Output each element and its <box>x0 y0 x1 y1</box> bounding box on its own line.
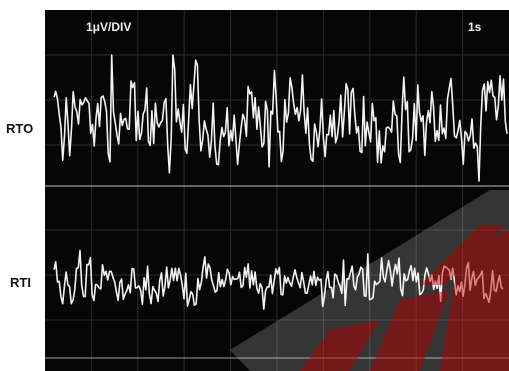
corner-watermark <box>230 190 509 371</box>
vertical-scale-label: 1μV/DIV <box>86 20 131 34</box>
rto-noise-trace <box>53 54 508 182</box>
rti-channel-label: RTI <box>10 275 31 290</box>
watermark-logo <box>300 225 509 371</box>
horizontal-scale-label: 1s <box>468 20 482 34</box>
rti-noise-trace <box>53 249 504 310</box>
watermark-band <box>230 190 509 371</box>
rto-channel-label: RTO <box>6 121 34 136</box>
